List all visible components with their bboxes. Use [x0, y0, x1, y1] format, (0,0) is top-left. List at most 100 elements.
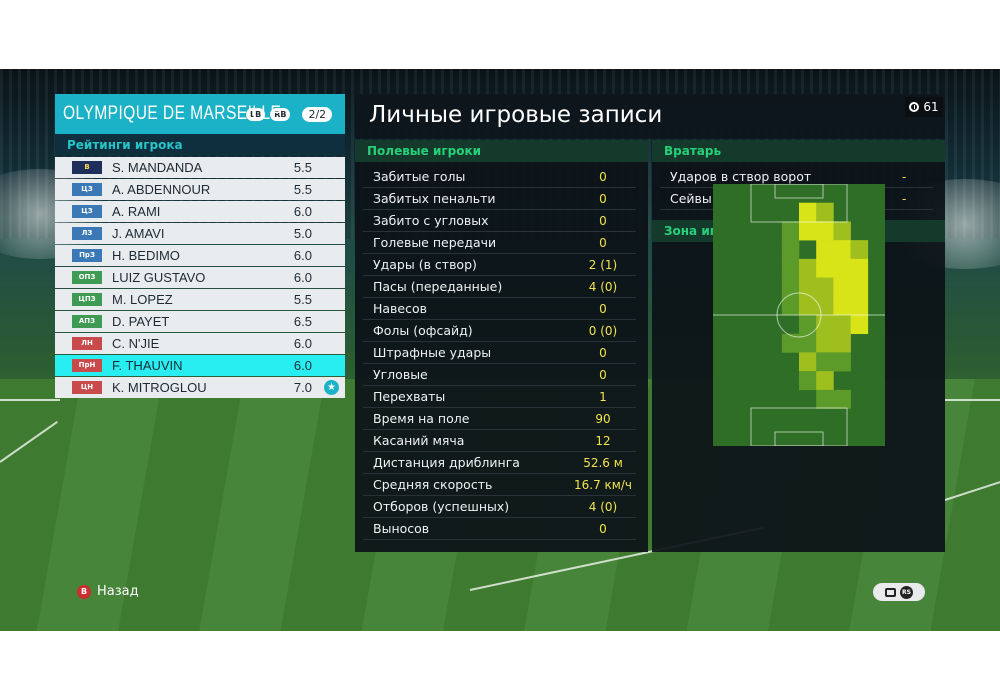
position-badge: АПЗ	[72, 315, 102, 328]
timer-value: 61	[923, 100, 939, 114]
stat-value: 16.7 км/ч	[574, 477, 632, 492]
position-badge: ОПЗ	[72, 271, 102, 284]
stat-label: Пасы (переданные)	[373, 279, 503, 294]
heatmap-cell	[799, 371, 817, 391]
stat-value: 0 (0)	[588, 323, 618, 338]
player-name: M. LOPEZ	[112, 292, 173, 307]
player-name: A. ABDENNOUR	[112, 182, 211, 197]
top-goal-area	[774, 184, 824, 199]
game-screen: OLYMPIQUE DE MARSEILLE LB RB 2/2 Рейтинг…	[0, 69, 1000, 631]
player-name: D. PAYET	[112, 314, 170, 329]
heatmap-cell	[781, 296, 800, 316]
player-rating: 5.5	[293, 182, 312, 197]
heatmap-cell	[799, 221, 817, 241]
position-badge: В	[72, 161, 102, 174]
stat-value: 0	[599, 345, 607, 360]
stat-label: Дистанция дриблинга	[373, 455, 520, 470]
back-button[interactable]: B Назад	[77, 584, 139, 599]
stat-value: 52.6 м	[583, 455, 623, 470]
center-circle	[776, 292, 822, 338]
heatmap-cell	[833, 296, 851, 316]
stat-value: 2 (1)	[588, 257, 618, 272]
heatmap-cell	[816, 371, 834, 391]
player-name: A. RAMI	[112, 204, 161, 219]
player-name: J. AMAVI	[112, 226, 165, 241]
player-row[interactable]: В S. MANDANDA 5.5	[55, 157, 345, 178]
stat-label: Штрафные удары	[373, 345, 492, 360]
player-row[interactable]: ОПЗ LUIZ GUSTAVO 6.0	[55, 267, 345, 288]
player-rating: 6.0	[293, 358, 312, 373]
field-players-title: Полевые игроки	[355, 140, 648, 162]
stat-value: -	[902, 191, 907, 206]
stat-label: Забито с угловых	[373, 213, 489, 228]
stat-value: 0	[599, 213, 607, 228]
stat-row: Забитые голы 0	[363, 166, 636, 188]
team-ratings-panel: OLYMPIQUE DE MARSEILLE LB RB 2/2 Рейтинг…	[55, 94, 345, 398]
heatmap-cell	[816, 258, 834, 278]
controller-hint[interactable]: RS	[873, 583, 925, 601]
stat-row: Перехваты 1	[363, 386, 636, 408]
field-stats-list: Забитые голы 0 Забитых пенальти 0 Забито с у…	[355, 166, 648, 540]
heatmap-cell	[816, 221, 834, 241]
match-timer: 61	[905, 97, 943, 117]
stat-value: 0	[599, 367, 607, 382]
heatmap-cell	[799, 315, 817, 335]
heatmap-cell	[850, 240, 869, 260]
player-row[interactable]: АПЗ D. PAYET 6.5	[55, 311, 345, 332]
stat-label: Отборов (успешных)	[373, 499, 510, 514]
player-list: В S. MANDANDA 5.5 ЦЗ A. ABDENNOUR 5.5 ЦЗ A. RAM…	[55, 157, 345, 398]
player-row[interactable]: ЛЗ J. AMAVI 5.0	[55, 223, 345, 244]
stat-label: Забитые голы	[373, 169, 466, 184]
stat-row: Выносов 0	[363, 518, 636, 540]
player-rating: 5.5	[293, 292, 312, 307]
heatmap-cell	[850, 258, 869, 278]
player-name: C. N'JIE	[112, 336, 160, 351]
heatmap-cell	[781, 221, 800, 241]
back-label: Назад	[97, 584, 139, 599]
heatmap-cell	[816, 277, 834, 297]
player-rating: 5.0	[293, 226, 312, 241]
player-row[interactable]: ЦН K. MITROGLOU 7.0 ★	[55, 377, 345, 398]
stat-label: Голевые передачи	[373, 235, 497, 250]
player-rating: 6.0	[293, 336, 312, 351]
player-row[interactable]: ЛН C. N'JIE 6.0	[55, 333, 345, 354]
stat-value: 0	[599, 191, 607, 206]
heatmap-cell	[799, 258, 817, 278]
heatmap-cell	[816, 202, 834, 222]
stat-row: Дистанция дриблинга 52.6 м	[363, 452, 636, 474]
rb-button[interactable]: RB	[270, 107, 291, 121]
player-row[interactable]: ПрН F. THAUVIN 6.0	[55, 355, 345, 376]
bottom-goal-area	[774, 431, 824, 446]
stat-row: Отборов (успешных) 4 (0)	[363, 496, 636, 518]
heatmap-cell	[833, 333, 851, 353]
player-row[interactable]: ЦЗ A. RAMI 6.0	[55, 201, 345, 222]
heatmap-cell	[799, 352, 817, 372]
pitch-line	[0, 399, 60, 401]
player-rating: 7.0	[293, 380, 312, 395]
player-row[interactable]: ПрЗ H. BEDIMO 6.0	[55, 245, 345, 266]
heatmap-cell	[850, 315, 869, 335]
ratings-title: Рейтинги игрока	[55, 134, 345, 156]
stat-row: Средняя скорость 16.7 км/ч	[363, 474, 636, 496]
heatmap-cell	[816, 389, 834, 409]
page-title: Личные игровые записи	[369, 102, 663, 128]
position-badge: ЛН	[72, 337, 102, 350]
b-button-icon: B	[77, 584, 91, 599]
player-name: K. MITROGLOU	[112, 380, 207, 395]
stat-value: 0	[599, 521, 607, 536]
player-row[interactable]: ЦЗ A. ABDENNOUR 5.5	[55, 179, 345, 200]
heatmap-cell	[799, 277, 817, 297]
stat-row: Угловые 0	[363, 364, 636, 386]
page-indicator: 2/2	[302, 106, 333, 122]
heatmap-cell	[833, 277, 851, 297]
star-icon: ★	[324, 380, 339, 395]
player-rating: 6.0	[293, 204, 312, 219]
team-header: OLYMPIQUE DE MARSEILLE LB RB 2/2	[55, 94, 345, 134]
position-badge: ЦЗ	[72, 183, 102, 196]
stat-label: Ударов в створ ворот	[670, 169, 812, 184]
heatmap-cell	[781, 258, 800, 278]
player-name: S. MANDANDA	[112, 160, 203, 175]
player-row[interactable]: ЦПЗ M. LOPEZ 5.5	[55, 289, 345, 310]
heatmap-cell	[833, 221, 851, 241]
lb-button[interactable]: LB	[246, 107, 266, 121]
